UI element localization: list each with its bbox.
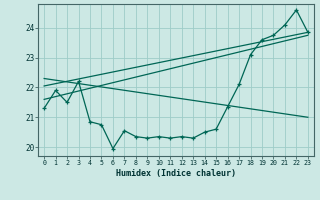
X-axis label: Humidex (Indice chaleur): Humidex (Indice chaleur) <box>116 169 236 178</box>
